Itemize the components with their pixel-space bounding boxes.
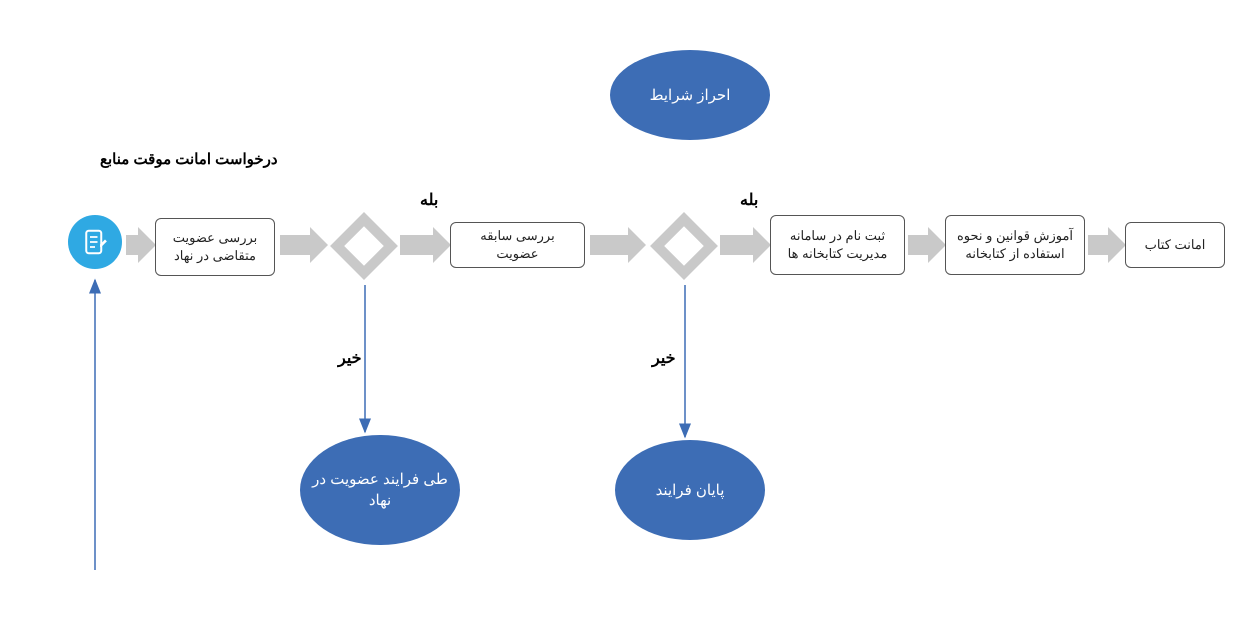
decision-1-shape — [330, 212, 398, 280]
label-yes-2: بله — [740, 190, 758, 210]
node-check-membership: بررسی عضویت متقاضی در نهاد — [155, 218, 275, 276]
node-check-history: بررسی سابقه عضویت — [450, 222, 585, 268]
ellipse-membership-process: طی فرایند عضویت در نهاد — [300, 435, 460, 545]
node-training: آموزش قوانین و نحوه استفاده از کتابخانه — [945, 215, 1085, 275]
label-yes-1: بله — [420, 190, 438, 210]
node-loan-book: امانت کتاب — [1125, 222, 1225, 268]
start-node — [68, 215, 122, 269]
decision-2-shape — [650, 212, 718, 280]
node-register-system: ثبت نام در سامانه مدیریت کتابخانه ها — [770, 215, 905, 275]
diagram-title: درخواست امانت موقت منابع — [100, 150, 278, 168]
ellipse-conditions: احراز شرایط — [610, 50, 770, 140]
decision-2 — [650, 212, 718, 280]
clipboard-pencil-icon — [80, 227, 110, 257]
flowchart-canvas: درخواست امانت موقت منابع بررسی عضویت متق… — [0, 0, 1250, 623]
ellipse-end-process: پایان فرایند — [615, 440, 765, 540]
label-no-1: خیر — [338, 348, 362, 368]
decision-1 — [330, 212, 398, 280]
label-no-2: خیر — [652, 348, 676, 368]
